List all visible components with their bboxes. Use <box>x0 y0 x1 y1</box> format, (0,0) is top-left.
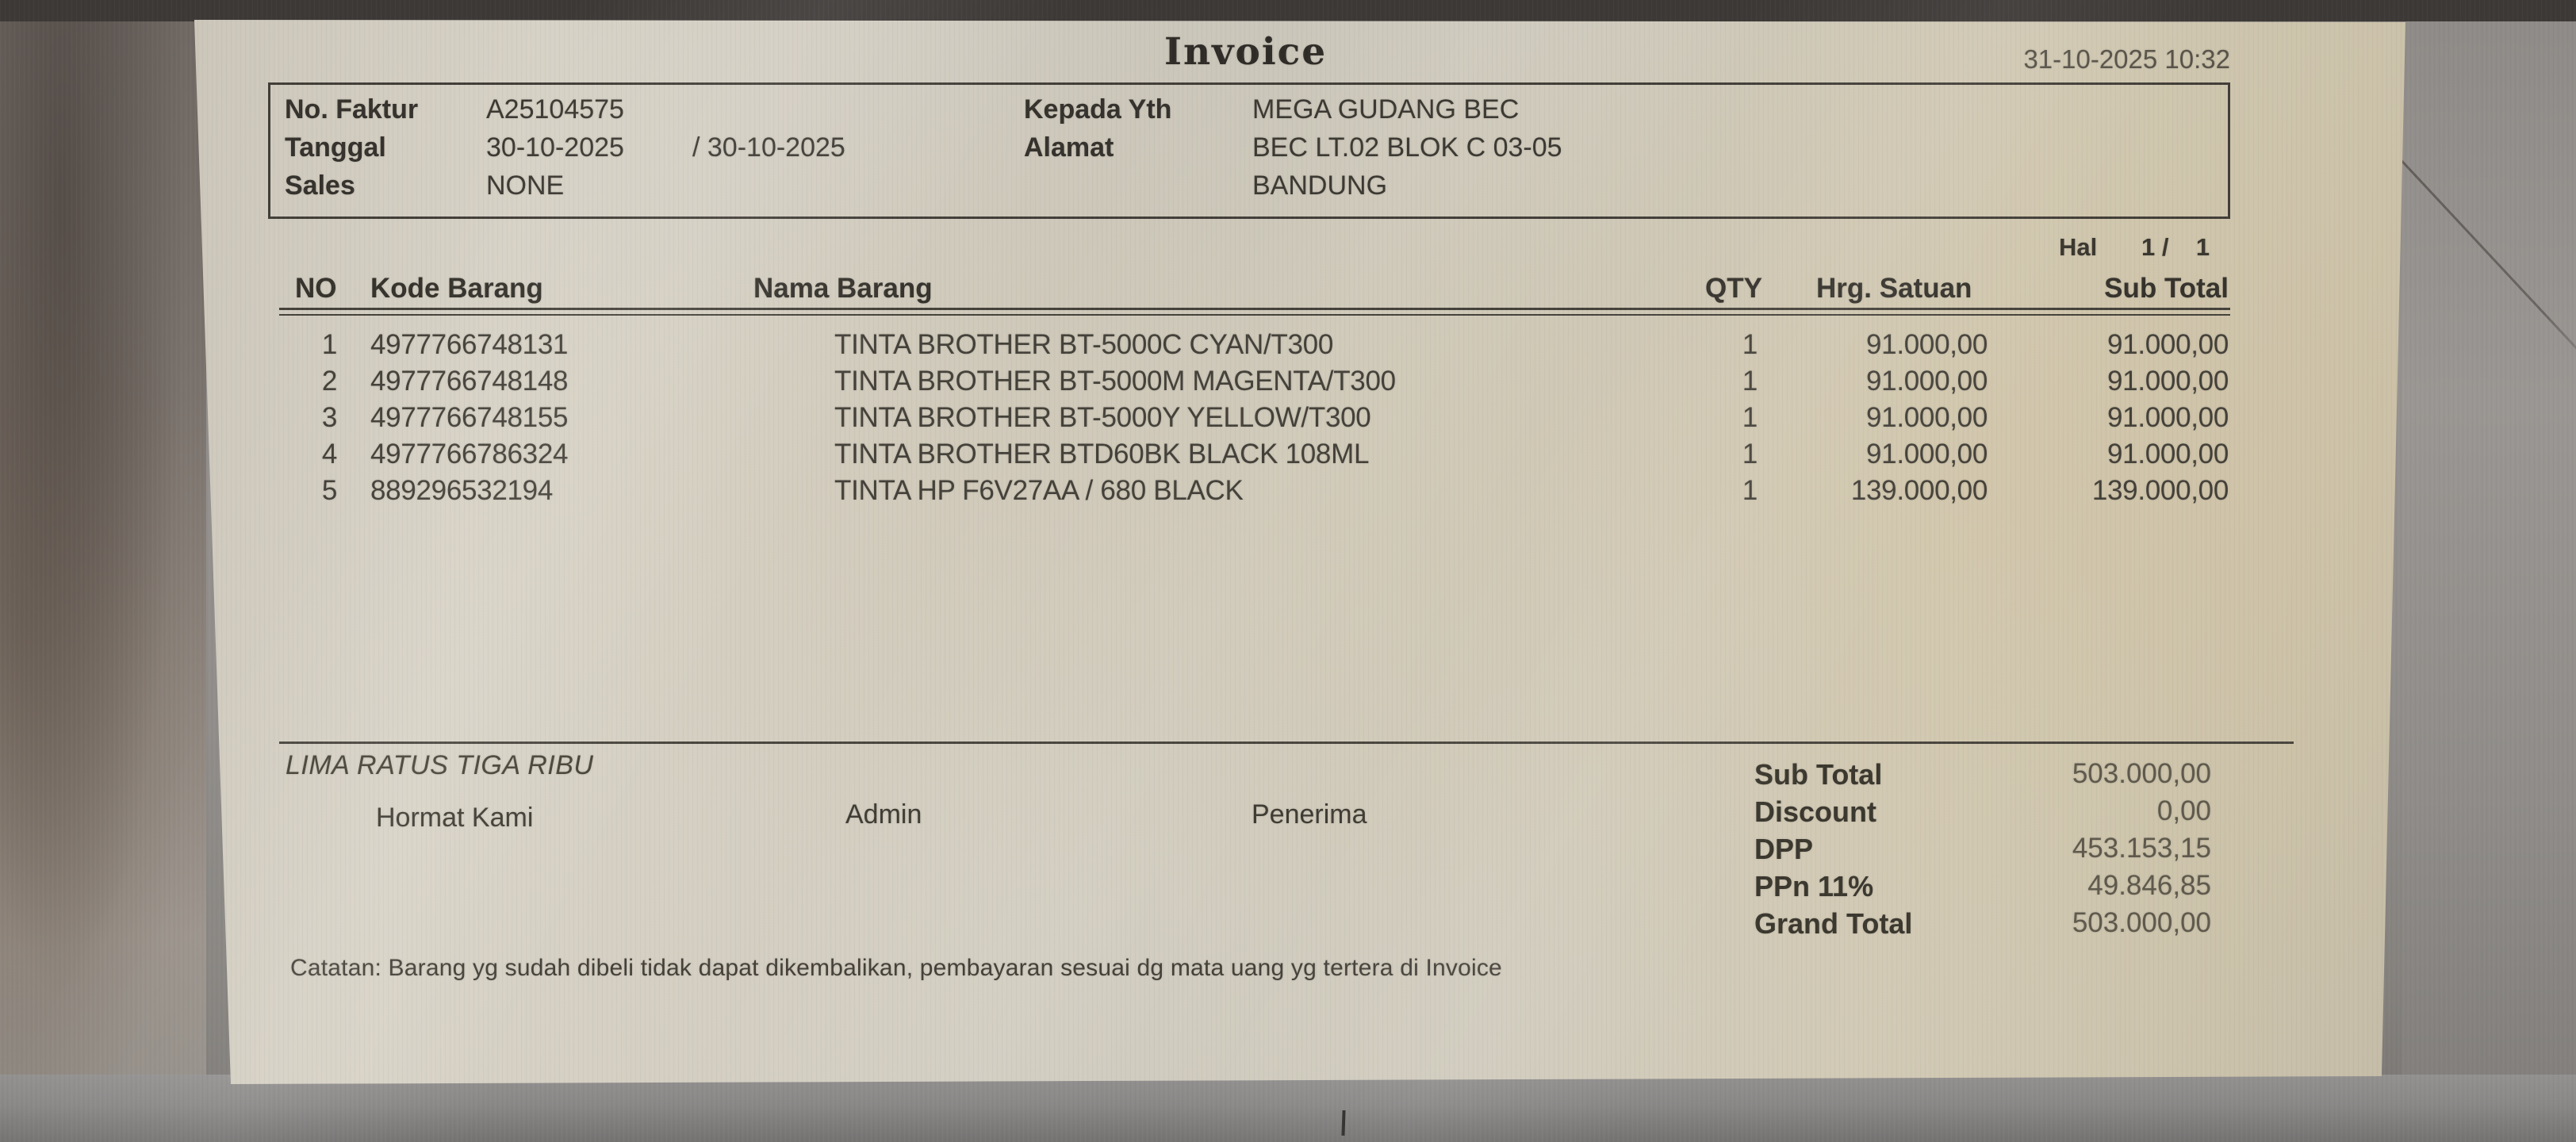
cell-no: 4 <box>321 439 337 469</box>
cell-nama: TINTA BROTHER BT-5000C CYAN/T300 <box>834 329 1333 360</box>
table-row: 3 4977766748155 TINTA BROTHER BT-5000Y Y… <box>194 402 2405 435</box>
cell-subtotal: 91.000,00 <box>2106 329 2229 360</box>
cell-nama: TINTA HP F6V27AA / 680 BLACK <box>834 475 1244 506</box>
table-row: 2 4977766748148 TINTA BROTHER BT-5000M M… <box>194 366 2405 399</box>
totals-label: PPn 11% <box>1754 870 1874 902</box>
alamat-label: Alamat <box>1024 132 1114 163</box>
table-row: 4 4977766786324 TINTA BROTHER BTD60BK BL… <box>194 439 2405 472</box>
signature-label: Hormat Kami <box>376 803 534 833</box>
cell-harga: 91.000,00 <box>1865 366 1988 397</box>
footer-separator-rule <box>279 742 2294 744</box>
cell-nama: TINTA BROTHER BT-5000Y YELLOW/T300 <box>834 402 1371 433</box>
customer-name: MEGA GUDANG BEC <box>1252 94 1520 125</box>
col-header-nama: Nama Barang <box>753 273 933 304</box>
sales-label: Sales <box>285 171 355 201</box>
totals-label: Discount <box>1754 795 1877 828</box>
no-faktur-value: A25104575 <box>486 94 624 125</box>
totals-row: Discount 0,00 <box>194 795 2405 830</box>
col-header-harga: Hrg. Satuan <box>1816 273 1972 304</box>
table-row: 5 889296532194 TINTA HP F6V27AA / 680 BL… <box>194 475 2405 508</box>
cell-kode: 4977766748131 <box>370 329 569 360</box>
invoice-header-box: No. Faktur A25104575 Tanggal 30-10-2025 … <box>268 82 2230 219</box>
footer-note: Catatan: Barang yg sudah dibeli tidak da… <box>290 955 1502 981</box>
page-number: 1 / 1 <box>2141 233 2210 261</box>
cell-qty: 1 <box>1742 439 1758 469</box>
totals-value: 0,00 <box>2156 795 2211 826</box>
totals-row: PPn 11% 49.846,85 <box>194 870 2405 905</box>
cell-subtotal: 91.000,00 <box>2106 366 2229 397</box>
page-label: Hal <box>2059 233 2098 261</box>
cell-no: 2 <box>321 366 337 397</box>
cell-subtotal: 139.000,00 <box>2091 475 2229 506</box>
col-header-no: NO <box>295 273 337 304</box>
cell-subtotal: 91.000,00 <box>2106 402 2229 433</box>
totals-value: 503.000,00 <box>2072 758 2211 789</box>
cell-no: 3 <box>321 402 337 433</box>
cell-kode: 889296532194 <box>370 475 553 506</box>
cell-no: 1 <box>321 329 337 360</box>
customer-address-line1: BEC LT.02 BLOK C 03-05 <box>1252 132 1562 163</box>
cell-harga: 91.000,00 <box>1865 439 1988 469</box>
backdrop-left-shade <box>0 0 206 1142</box>
backdrop-right-shade <box>2402 0 2576 1142</box>
totals-label: Sub Total <box>1754 758 1883 791</box>
print-timestamp: 31-10-2025 10:32 <box>2023 44 2230 74</box>
cell-qty: 1 <box>1742 329 1758 360</box>
signature-label: Admin <box>845 799 922 830</box>
kepada-label: Kepada Yth <box>1024 94 1172 125</box>
totals-label: Grand Total <box>1754 907 1913 940</box>
cell-qty: 1 <box>1742 475 1758 506</box>
cell-no: 5 <box>321 475 337 506</box>
table-header-rule <box>279 308 2230 316</box>
sales-value: NONE <box>486 171 565 201</box>
signature-label: Penerima <box>1252 799 1367 830</box>
cell-qty: 1 <box>1742 366 1758 397</box>
tanggal-label: Tanggal <box>285 132 386 163</box>
cell-kode: 4977766786324 <box>370 439 569 469</box>
tanggal-value: 30-10-2025 <box>486 132 624 163</box>
cell-harga: 139.000,00 <box>1850 475 1988 506</box>
cell-subtotal: 91.000,00 <box>2106 439 2229 469</box>
totals-value: 49.846,85 <box>2087 870 2211 901</box>
customer-address-line2: BANDUNG <box>1252 171 1388 201</box>
cell-kode: 4977766748148 <box>370 366 569 397</box>
totals-value: 453.153,15 <box>2072 833 2211 864</box>
totals-row: Sub Total 503.000,00 <box>194 758 2405 793</box>
cell-harga: 91.000,00 <box>1865 329 1988 360</box>
no-faktur-label: No. Faktur <box>285 94 419 125</box>
tanggal-due-value: / 30-10-2025 <box>692 132 845 163</box>
cell-qty: 1 <box>1742 402 1758 433</box>
top-dark-bar <box>0 0 2576 21</box>
col-header-qty: QTY <box>1705 273 1762 304</box>
totals-row: DPP 453.153,15 <box>194 833 2405 868</box>
table-row: 1 4977766748131 TINTA BROTHER BT-5000C C… <box>194 329 2405 362</box>
cell-nama: TINTA BROTHER BTD60BK BLACK 108ML <box>834 439 1370 469</box>
backdrop-bottom-shade <box>0 1075 2576 1142</box>
invoice-title: Invoice <box>1164 30 1328 74</box>
totals-label: DPP <box>1754 833 1814 865</box>
cell-nama: TINTA BROTHER BT-5000M MAGENTA/T300 <box>834 366 1396 397</box>
cell-harga: 91.000,00 <box>1865 402 1988 433</box>
amount-in-words: LIMA RATUS TIGA RIBU <box>286 750 594 780</box>
col-header-kode: Kode Barang <box>370 273 543 304</box>
totals-value: 503.000,00 <box>2072 907 2211 938</box>
cell-kode: 4977766748155 <box>370 402 569 433</box>
totals-row: Grand Total 503.000,00 <box>194 907 2405 942</box>
col-header-subtotal: Sub Total <box>2104 273 2229 304</box>
